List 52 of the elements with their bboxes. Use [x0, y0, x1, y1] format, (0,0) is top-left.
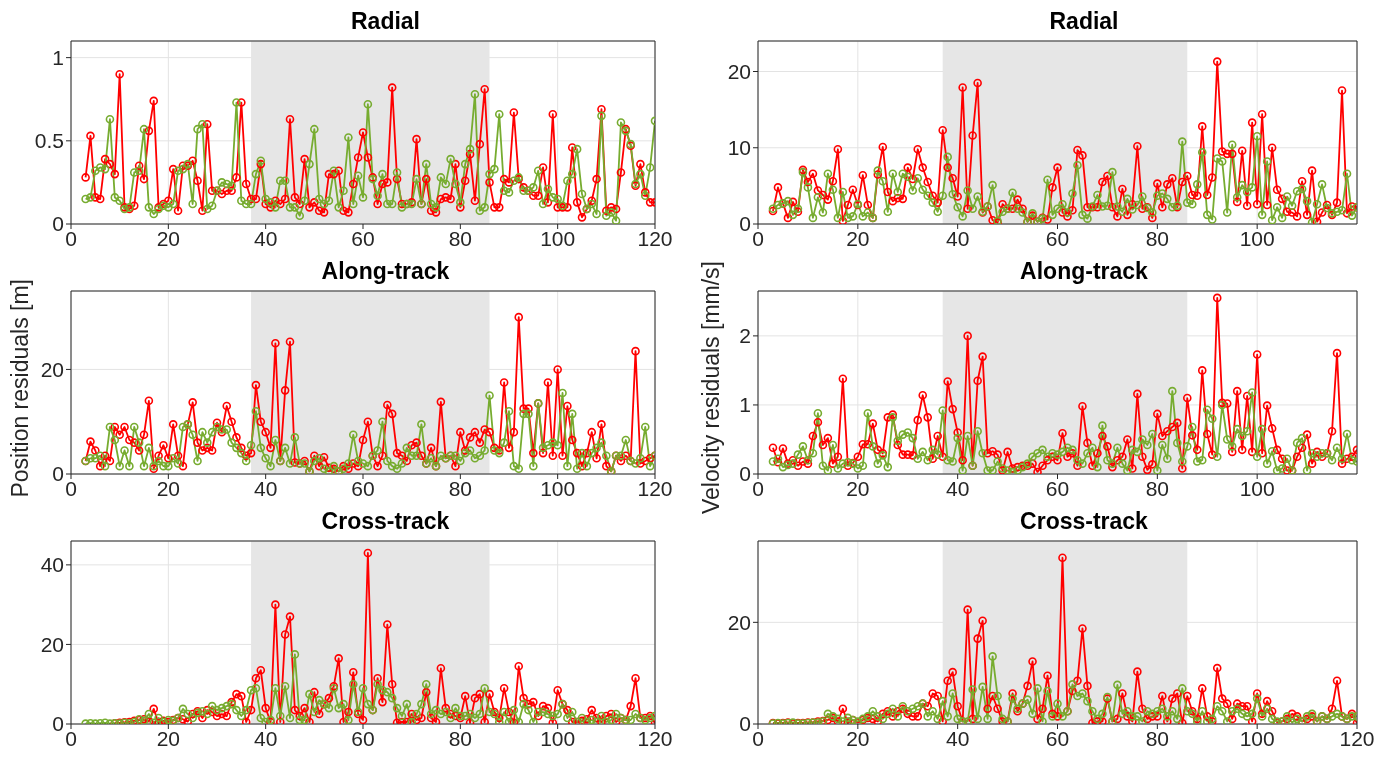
x-tick-label: 100 — [1239, 476, 1275, 500]
x-tick-label: 120 — [637, 476, 673, 500]
x-tick-label: 20 — [156, 476, 181, 500]
x-tick-label: 60 — [351, 226, 375, 250]
x-tick-label: 80 — [448, 226, 473, 250]
chart-title: Along-track — [1020, 258, 1148, 284]
x-tick-label: 20 — [156, 726, 181, 750]
x-tick-label: 20 — [846, 476, 870, 500]
x-tick-label: 120 — [1339, 726, 1375, 750]
x-tick-label: 100 — [540, 226, 576, 250]
x-tick-label: 40 — [253, 476, 278, 500]
x-tick-label: 80 — [1145, 726, 1170, 750]
x-tick-label: 100 — [1239, 726, 1275, 750]
x-tick-label: 100 — [540, 476, 576, 500]
x-tick-label: 100 — [1239, 226, 1275, 250]
y-tick-label: 20 — [727, 610, 751, 634]
x-tick-label: 60 — [351, 476, 375, 500]
x-tick-label: 20 — [846, 726, 870, 750]
y-axis-title: Velocity residuals [mm/s] — [697, 261, 725, 515]
y-tick-label: 1 — [52, 46, 64, 70]
chart-title: Along-track — [321, 258, 450, 284]
y-tick-label: 20 — [40, 357, 64, 381]
y-tick-label: 2 — [739, 324, 751, 348]
chart-title: Cross-track — [1020, 508, 1148, 534]
x-tick-label: 120 — [637, 226, 673, 250]
x-tick-label: 60 — [1045, 726, 1070, 750]
x-tick-label: 60 — [351, 726, 375, 750]
y-tick-label: 40 — [40, 553, 64, 577]
x-tick-label: 120 — [637, 726, 673, 750]
chart-title: Cross-track — [321, 508, 450, 534]
x-tick-label: 80 — [448, 476, 473, 500]
y-tick-label: 0.5 — [34, 129, 64, 153]
x-tick-label: 40 — [253, 726, 278, 750]
y-tick-label: 1 — [739, 393, 751, 417]
x-tick-label: 80 — [1145, 476, 1170, 500]
x-tick-label: 20 — [846, 226, 870, 250]
y-tick-label: 20 — [40, 632, 64, 656]
chart-title: Radial — [1048, 8, 1120, 36]
y-tick-label: 20 — [727, 59, 751, 83]
chart-title: Radial — [350, 8, 421, 36]
x-tick-label: 40 — [945, 226, 970, 250]
y-axis-title: Position residuals [m] — [6, 278, 34, 498]
y-tick-label: 10 — [727, 136, 751, 160]
x-tick-label: 80 — [1145, 226, 1170, 250]
x-tick-label: 100 — [540, 726, 576, 750]
x-tick-label: 60 — [1045, 226, 1070, 250]
x-tick-label: 20 — [156, 226, 181, 250]
x-tick-label: 80 — [448, 726, 473, 750]
x-tick-label: 40 — [945, 726, 970, 750]
x-tick-label: 60 — [1045, 476, 1070, 500]
x-tick-label: 40 — [253, 226, 278, 250]
x-tick-label: 40 — [945, 476, 970, 500]
